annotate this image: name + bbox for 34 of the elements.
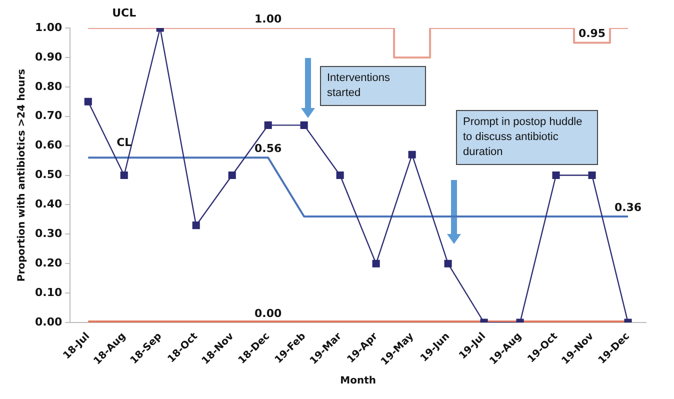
point (264, 121, 272, 129)
point (84, 98, 92, 106)
y-tick-label: 0.00 (35, 315, 62, 328)
series-label: CL (116, 136, 132, 149)
point (408, 150, 416, 158)
y-axis-title: Proportion with antibiotics >24 hours (16, 68, 28, 282)
data-label: 0.00 (254, 306, 282, 320)
y-tick-label: 0.60 (35, 138, 62, 152)
data-label: 0.95 (578, 27, 606, 40)
data-label: 0.36 (614, 200, 642, 214)
callout: Prompt in postop huddle to discuss antibiotic duration (456, 110, 598, 165)
point (552, 171, 560, 180)
x-axis-title: Month (340, 376, 376, 387)
series-label: UCL (112, 6, 136, 20)
data-label: 1.00 (254, 12, 282, 26)
y-tick-label: 0.10 (35, 286, 62, 299)
point (372, 260, 380, 268)
point (192, 222, 200, 230)
y-tick-label: 0.80 (35, 80, 62, 93)
y-tick-label: 0.50 (35, 168, 62, 182)
y-tick-label: 1.00 (35, 20, 62, 34)
point (336, 171, 344, 180)
point (444, 260, 452, 268)
y-tick-label: 0.70 (35, 109, 62, 122)
data-label: 0.56 (254, 142, 282, 155)
point (300, 121, 308, 129)
point (120, 171, 128, 180)
point (588, 171, 596, 180)
point (228, 171, 236, 180)
y-tick-label: 0.20 (35, 256, 62, 270)
y-tick-label: 0.30 (35, 227, 62, 240)
callout: Interventions started (320, 66, 426, 106)
y-tick-label: 0.90 (35, 50, 62, 64)
y-tick-label: 0.40 (35, 198, 62, 211)
